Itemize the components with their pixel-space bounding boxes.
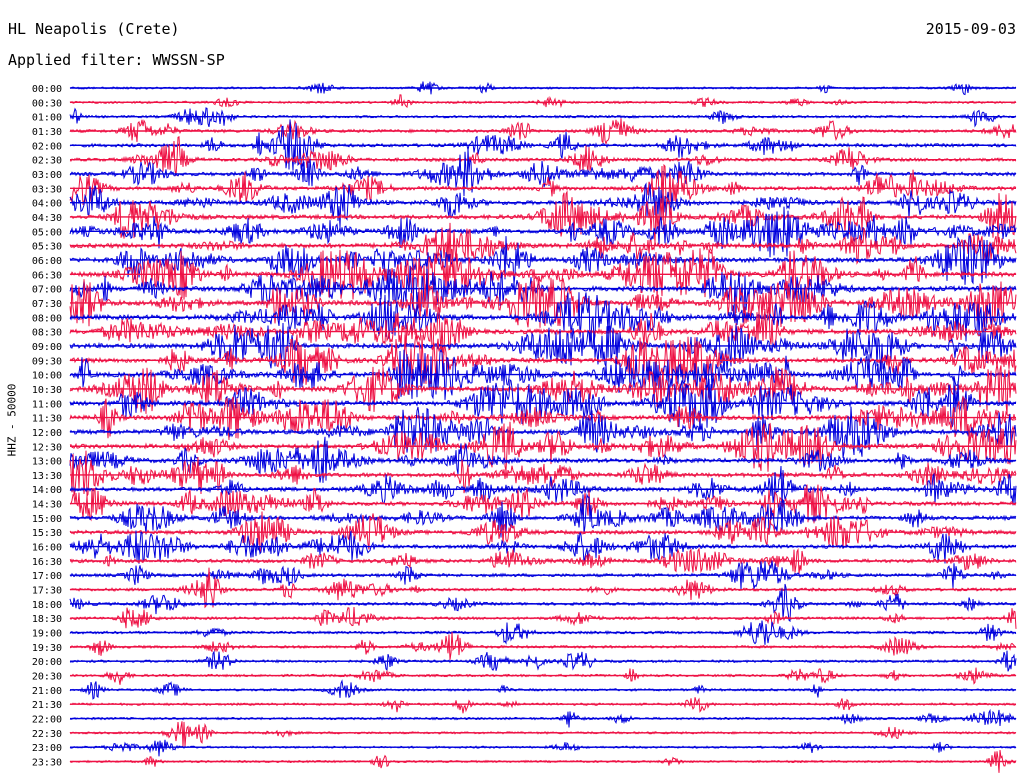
row-time-label: 08:00 [32,313,62,324]
seismic-trace [69,567,1017,609]
row-time-label: 15:30 [32,528,62,539]
row-time-label: 14:00 [32,485,62,496]
row-time-label: 10:30 [32,385,62,396]
seismic-trace [69,697,1017,714]
row-time-label: 11:00 [32,399,62,410]
row-time-label: 00:30 [32,98,62,109]
row-time-label: 09:00 [32,342,62,353]
seismic-trace [69,721,1017,747]
row-time-label: 14:30 [32,500,62,511]
row-time-label: 13:30 [32,471,62,482]
row-time-label: 07:00 [32,285,62,296]
row-time-label: 03:00 [32,170,62,181]
row-time-label: 08:30 [32,328,62,339]
row-time-label: 10:00 [32,371,62,382]
station-title: HL Neapolis (Crete) [8,20,180,38]
row-time-label: 17:30 [32,586,62,597]
seismic-trace [69,148,1017,197]
row-time-label: 23:00 [32,743,62,754]
row-time-label: 18:30 [32,614,62,625]
row-time-label: 04:00 [32,199,62,210]
row-time-label: 07:30 [32,299,62,310]
row-time-label: 20:30 [32,672,62,683]
row-time-label: 06:30 [32,270,62,281]
row-time-label: 18:00 [32,600,62,611]
row-time-label: 04:30 [32,213,62,224]
seismic-trace [69,292,1017,343]
row-time-label: 22:30 [32,729,62,740]
row-time-label: 12:30 [32,442,62,453]
seismic-trace [69,163,1017,207]
seismic-trace [69,606,1017,629]
seismic-trace [69,511,1017,553]
row-time-label: 15:00 [32,514,62,525]
seismic-trace [69,739,1017,757]
row-time-label: 05:30 [32,242,62,253]
row-time-label: 11:30 [32,414,62,425]
seismic-trace [69,94,1017,109]
row-time-label: 13:00 [32,457,62,468]
row-time-label: 19:00 [32,629,62,640]
row-time-label: 23:30 [32,758,62,769]
row-time-label: 16:00 [32,543,62,554]
row-time-label: 09:30 [32,356,62,367]
date-label: 2015-09-03 [925,20,1016,38]
row-time-label: 06:00 [32,256,62,267]
row-time-label: 20:00 [32,657,62,668]
seismic-trace [69,650,1017,672]
seismic-trace [69,222,1017,268]
filter-label: Applied filter: WWSSN-SP [8,51,225,69]
row-time-label: 19:30 [32,643,62,654]
row-time-label: 05:00 [32,227,62,238]
row-time-label: 22:00 [32,715,62,726]
row-time-label: 21:30 [32,700,62,711]
row-time-label: 02:00 [32,141,62,152]
seismic-trace [69,363,1017,415]
seismic-trace [69,493,1017,538]
row-time-label: 12:00 [32,428,62,439]
row-time-label: 17:00 [32,571,62,582]
seismic-trace [69,107,1017,128]
row-time-label: 03:30 [32,184,62,195]
row-time-label: 01:30 [32,127,62,138]
row-time-label: 21:00 [32,686,62,697]
row-time-label: 00:00 [32,84,62,95]
row-time-label: 01:00 [32,113,62,124]
seismic-trace [69,450,1017,498]
row-time-label: 16:30 [32,557,62,568]
row-time-label: 02:30 [32,156,62,167]
seismic-trace [69,631,1017,660]
